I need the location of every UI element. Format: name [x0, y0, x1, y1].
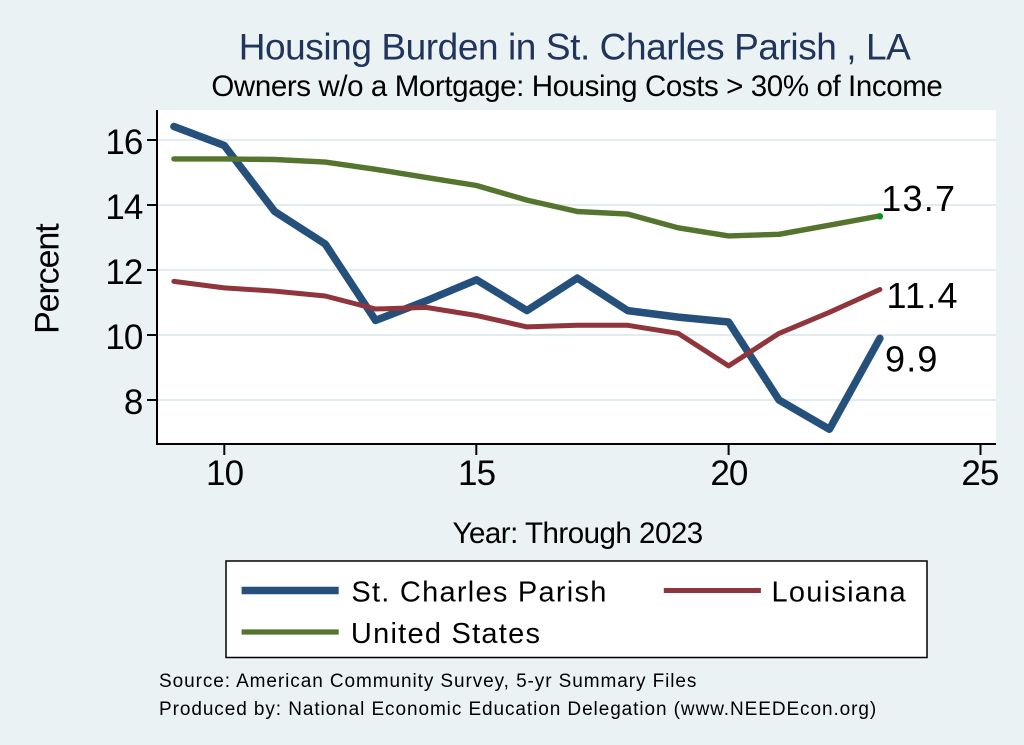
- svg-text:12: 12: [105, 253, 142, 292]
- svg-text:14: 14: [105, 188, 143, 227]
- svg-text:20: 20: [710, 454, 748, 493]
- svg-text:United States: United States: [351, 618, 541, 650]
- svg-text:Louisiana: Louisiana: [772, 577, 907, 609]
- svg-text:13.7: 13.7: [881, 178, 956, 219]
- svg-text:Produced by: National Economic: Produced by: National Economic Education…: [159, 699, 877, 720]
- svg-text:9.9: 9.9: [885, 339, 939, 380]
- svg-text:10: 10: [105, 318, 143, 357]
- svg-text:Housing Burden in St. Charles: Housing Burden in St. Charles Parish , L…: [239, 26, 911, 67]
- svg-text:25: 25: [961, 454, 998, 493]
- svg-text:16: 16: [105, 123, 142, 162]
- svg-text:10: 10: [206, 454, 244, 493]
- svg-text:Source: American Community Sur: Source: American Community Survey, 5-yr …: [159, 671, 697, 692]
- svg-text:8: 8: [124, 383, 143, 422]
- svg-text:Year: Through 2023: Year: Through 2023: [453, 517, 703, 550]
- svg-text:Owners w/o a Mortgage: Housing: Owners w/o a Mortgage: Housing Costs > 3…: [211, 70, 942, 103]
- svg-text:11.4: 11.4: [887, 275, 959, 316]
- svg-text:15: 15: [458, 454, 495, 493]
- svg-text:St. Charles Parish: St. Charles Parish: [351, 577, 607, 609]
- svg-text:Percent: Percent: [29, 223, 67, 334]
